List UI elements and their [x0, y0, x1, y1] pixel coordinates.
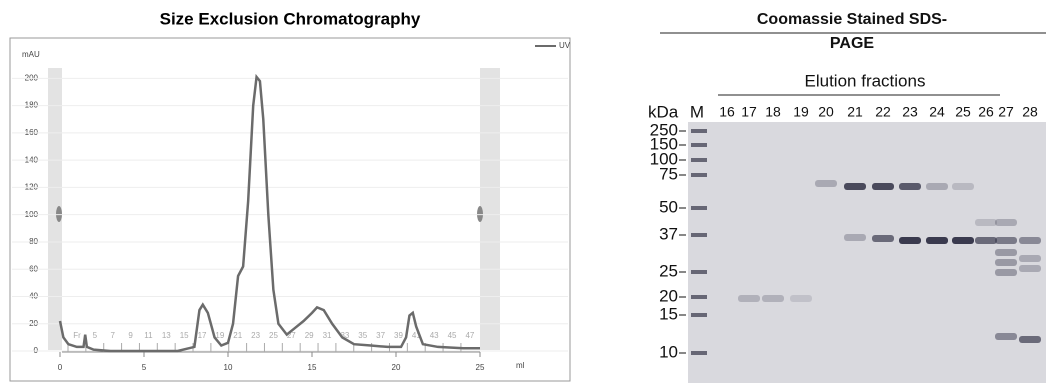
sample-band — [738, 295, 760, 302]
right-handle — [477, 206, 483, 222]
marker-band — [691, 233, 707, 237]
fraction-label: 35 — [358, 331, 367, 340]
lane-label: 24 — [929, 104, 945, 120]
x-axis-label: ml — [516, 361, 525, 370]
marker-lane-label: M — [690, 102, 704, 121]
fraction-label: 47 — [465, 331, 474, 340]
gel: Elution fractions kDa M 16 17 18 19 20 21 22 23… — [648, 33, 1046, 383]
lane-label: 16 — [719, 104, 735, 120]
sample-band — [975, 237, 997, 244]
sample-band — [1019, 255, 1041, 262]
marker-band — [691, 313, 707, 317]
lane-label: 28 — [1022, 104, 1038, 120]
fraction-label: 15 — [180, 331, 189, 340]
sample-band — [995, 259, 1017, 266]
unit-label: kDa — [648, 102, 679, 121]
figure: Size Exclusion Chromatography mAU ml UV … — [0, 0, 1046, 383]
marker-band — [691, 129, 707, 133]
fraction-label: 9 — [128, 331, 133, 340]
gel-title: Coomassie Stained SDS-PAGE — [752, 8, 952, 56]
sample-band — [1019, 336, 1041, 343]
chart-title: Size Exclusion Chromatography — [160, 9, 421, 28]
fraction-label: Fr — [73, 331, 81, 340]
sample-band — [1019, 237, 1041, 244]
x-tick-label: 5 — [142, 363, 147, 372]
fraction-label: 25 — [269, 331, 278, 340]
fraction-label: 5 — [93, 331, 98, 340]
sample-band — [995, 219, 1017, 226]
sample-band — [926, 183, 948, 190]
sample-band — [1019, 265, 1041, 272]
marker-size-label: 25 — [659, 261, 678, 280]
lane-label: 25 — [955, 104, 971, 120]
sample-band — [926, 237, 948, 244]
sample-band — [899, 183, 921, 190]
fraction-label: 45 — [448, 331, 457, 340]
legend-label: UV — [559, 41, 571, 50]
fraction-label: 43 — [430, 331, 439, 340]
fraction-label: 29 — [305, 331, 314, 340]
sample-band — [790, 295, 812, 302]
marker-band — [691, 173, 707, 177]
gel-subtitle: Elution fractions — [805, 71, 926, 90]
x-tick-label: 15 — [308, 363, 317, 372]
lane-label: 23 — [902, 104, 918, 120]
right-marker-bar — [480, 68, 500, 350]
sample-band — [995, 269, 1017, 276]
sample-band — [995, 237, 1017, 244]
sample-band — [844, 234, 866, 241]
fraction-label: 21 — [233, 331, 242, 340]
sample-band — [872, 235, 894, 242]
left-handle — [56, 206, 62, 222]
lane-label: 18 — [765, 104, 781, 120]
x-tick-label: 20 — [392, 363, 401, 372]
x-tick-label: 25 — [476, 363, 485, 372]
fraction-label: 31 — [323, 331, 332, 340]
sample-band — [899, 237, 921, 244]
fraction-label: 13 — [162, 331, 171, 340]
lane-label: 20 — [818, 104, 834, 120]
marker-band — [691, 206, 707, 210]
sample-band — [815, 180, 837, 187]
uv-trace — [60, 77, 480, 351]
sample-band — [995, 333, 1017, 340]
sample-band — [995, 249, 1017, 256]
gel-image — [688, 122, 1046, 383]
marker-band — [691, 295, 707, 299]
fraction-label: 23 — [251, 331, 260, 340]
sample-band — [952, 237, 974, 244]
page: {"chart_data":{"type":"line","title":"Si… — [0, 0, 1046, 383]
sample-band — [844, 183, 866, 190]
x-tick-label: 0 — [58, 363, 63, 372]
sample-band — [872, 183, 894, 190]
marker-size-label: 10 — [659, 342, 678, 361]
sample-band — [762, 295, 784, 302]
fraction-label: 37 — [376, 331, 385, 340]
fraction-label: 17 — [198, 331, 207, 340]
lane-label: 22 — [875, 104, 891, 120]
sample-band — [952, 183, 974, 190]
marker-size-label: 37 — [659, 224, 678, 243]
y-axis-label: mAU — [22, 50, 40, 59]
marker-band — [691, 270, 707, 274]
lane-label: 26 — [978, 104, 994, 120]
marker-size-label: 15 — [659, 304, 678, 323]
sample-band — [975, 219, 997, 226]
lane-label: 21 — [847, 104, 863, 120]
lane-label: 19 — [793, 104, 809, 120]
lane-label: 27 — [998, 104, 1014, 120]
fraction-label: 7 — [110, 331, 115, 340]
x-tick-label: 10 — [224, 363, 233, 372]
marker-band — [691, 158, 707, 162]
marker-size-label: 50 — [659, 197, 678, 216]
fraction-label: 39 — [394, 331, 403, 340]
lane-label: 17 — [741, 104, 757, 120]
fraction-label: 11 — [144, 331, 153, 340]
marker-size-label: 20 — [659, 286, 678, 305]
marker-band — [691, 143, 707, 147]
marker-band — [691, 351, 707, 355]
marker-size-label: 75 — [659, 164, 678, 183]
